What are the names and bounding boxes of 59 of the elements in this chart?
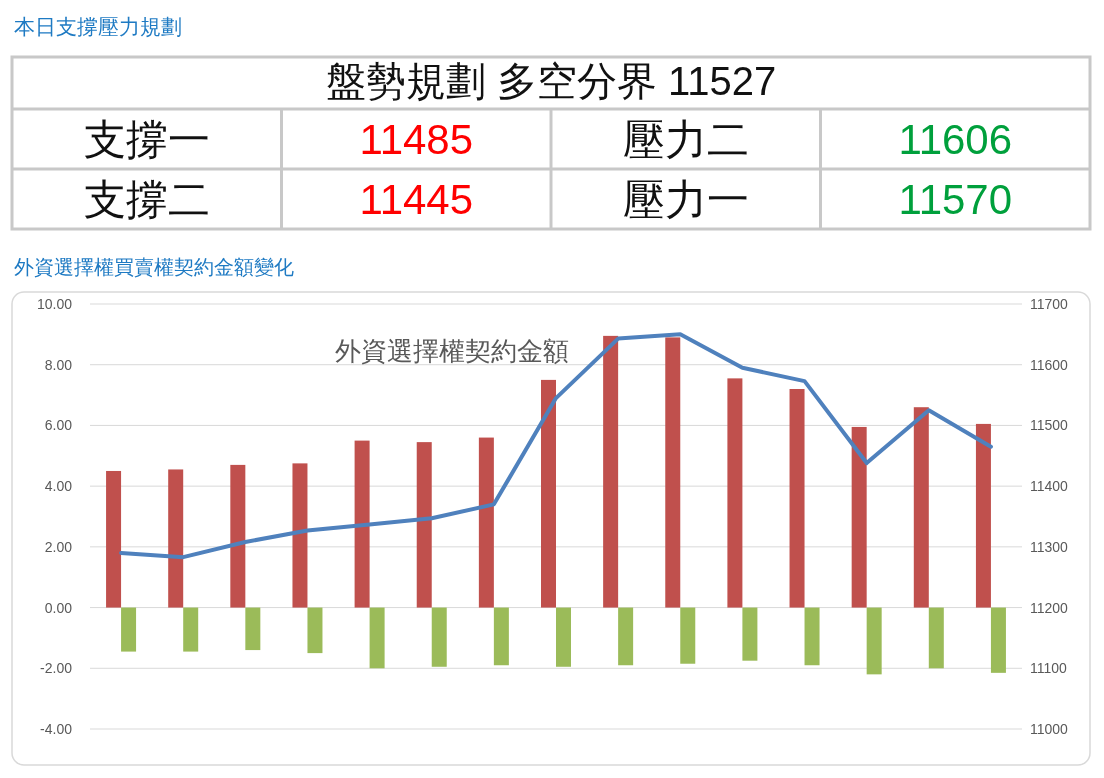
text: 本日支撐壓力規劃: [14, 15, 182, 38]
bar: [665, 337, 681, 608]
bar: [742, 607, 758, 661]
y2-tick-label: 11100: [1030, 660, 1068, 677]
bar: [789, 389, 805, 608]
text: 盤勢規劃 多空分界 11527: [325, 59, 777, 103]
y-tick-label: 0.00: [44, 599, 73, 616]
bar: [245, 607, 261, 651]
y2-tick-label: 11700: [1030, 296, 1069, 312]
text: 壓力二: [622, 116, 749, 163]
text: 11445: [359, 176, 474, 223]
bar: [493, 607, 509, 666]
y2-tick-label: 11500: [1030, 417, 1069, 434]
y-tick-label: 10.00: [36, 296, 73, 312]
y-tick-label: -2.00: [40, 660, 73, 677]
text: 支撐一: [83, 116, 210, 163]
bar: [292, 463, 308, 608]
text: 11485: [359, 116, 474, 163]
y2-tick-label: 11600: [1030, 356, 1069, 373]
y2-tick-label: 11400: [1030, 478, 1069, 495]
line-series: [119, 332, 993, 560]
y-tick-label: 8.00: [44, 356, 73, 373]
bar: [556, 607, 571, 667]
bar: [990, 607, 1006, 673]
y2-tick-label: 11000: [1030, 721, 1069, 737]
y-tick-label: 2.00: [44, 538, 73, 555]
bar: [121, 607, 137, 652]
bar: [106, 470, 122, 608]
bar: [354, 440, 370, 608]
bar: [307, 607, 323, 654]
text: 壓力一: [622, 176, 749, 223]
bar: [416, 442, 432, 608]
y-tick-label: 4.00: [44, 478, 73, 495]
bar: [913, 407, 929, 608]
bar: [618, 607, 634, 666]
y2-tick-label: 11300: [1030, 538, 1069, 555]
bar: [541, 379, 556, 608]
bar: [851, 426, 867, 608]
text: 外資選擇權契約金額: [335, 336, 569, 366]
bar: [866, 607, 882, 675]
text: 11570: [898, 176, 1013, 223]
bar: [183, 607, 199, 652]
text: 11606: [898, 116, 1013, 163]
bar: [478, 437, 494, 608]
y-tick-label: -4.00: [40, 721, 73, 737]
bar: [727, 378, 743, 608]
y2-tick-label: 11200: [1030, 599, 1069, 616]
bar: [680, 607, 696, 664]
text: 支撐二: [83, 176, 210, 223]
bar: [975, 423, 991, 608]
bar: [431, 607, 447, 667]
bar: [369, 607, 385, 669]
text: 外資選擇權買賣權契約金額變化: [14, 256, 294, 278]
bar: [928, 607, 944, 669]
bar: [230, 464, 246, 608]
bar: [168, 469, 184, 608]
y-tick-label: 6.00: [44, 417, 73, 434]
bar: [603, 335, 619, 608]
bar: [804, 607, 820, 666]
